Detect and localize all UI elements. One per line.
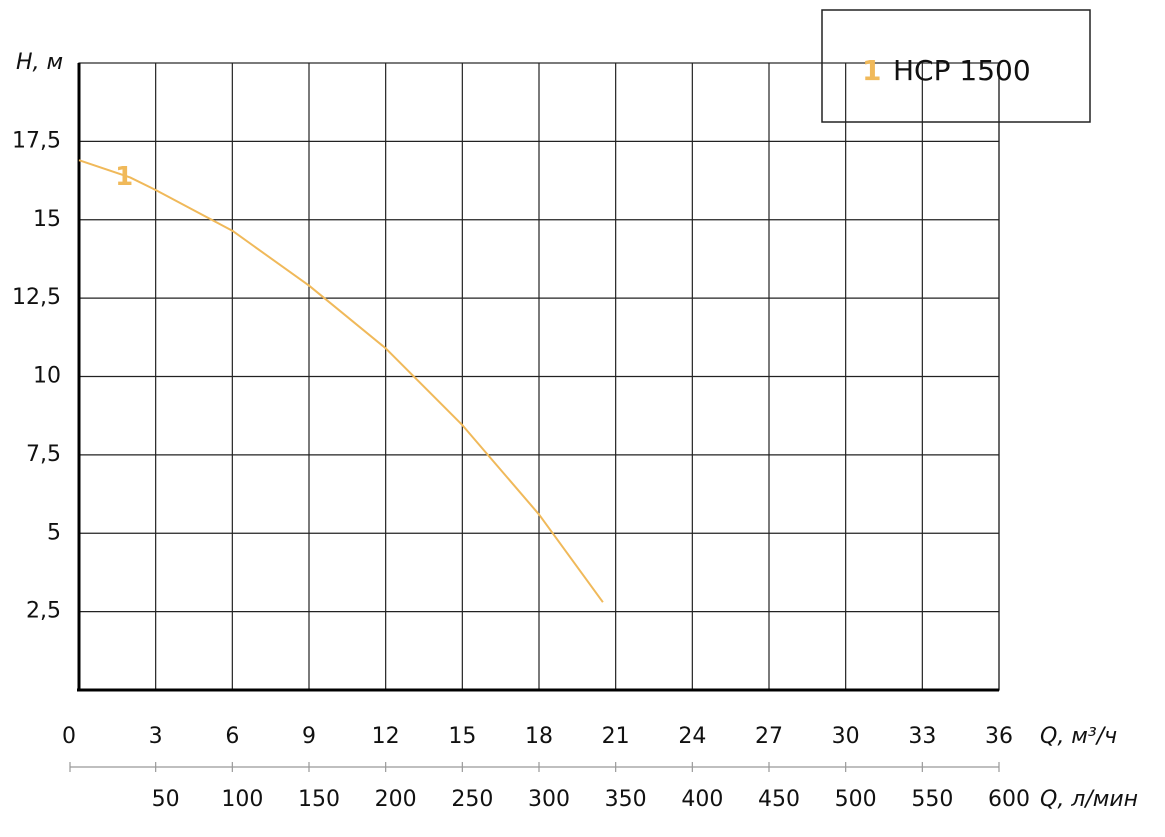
curve-label: 1 (115, 162, 133, 192)
x-tick-label: 21 (602, 724, 630, 749)
legend-marker: 1 (862, 54, 881, 87)
y-tick-label: 15 (33, 207, 61, 232)
x-tick-label: 6 (225, 724, 239, 749)
x2-tick-label: 450 (758, 787, 800, 812)
x2-tick-label: 500 (835, 787, 877, 812)
x2-tick-label: 300 (528, 787, 570, 812)
x-tick-label: 27 (755, 724, 783, 749)
x-tick-label: 9 (302, 724, 316, 749)
y-tick-label: 7,5 (26, 442, 61, 467)
x2-tick-label: 200 (375, 787, 417, 812)
x2-tick-label: 350 (605, 787, 647, 812)
y-tick-label: 17,5 (12, 128, 61, 153)
x2-tick-label: 600 (988, 787, 1030, 812)
x2-tick-label: 550 (911, 787, 953, 812)
x2-tick-label: 250 (451, 787, 493, 812)
y-tick-label: 10 (33, 364, 61, 389)
y-tick-label: 2,5 (26, 599, 61, 624)
x-tick-label: 18 (525, 724, 553, 749)
x-tick-label: 0 (62, 724, 76, 749)
x-tick-label: 12 (372, 724, 400, 749)
series-line (78, 159, 604, 603)
x2-axis-label: Q, л/мин (1040, 787, 1138, 812)
x2-tick-label: 100 (221, 787, 263, 812)
x-tick-label: 36 (985, 724, 1013, 749)
x2-tick-label: 400 (681, 787, 723, 812)
legend-box (821, 9, 1091, 123)
x2-tick-label: 50 (152, 787, 180, 812)
y-axis-label: H, м (16, 50, 63, 75)
x2-tick-label: 150 (298, 787, 340, 812)
x-tick-label: 33 (908, 724, 936, 749)
legend-label: HCP 1500 (893, 54, 1031, 87)
x-tick-label: 3 (149, 724, 163, 749)
x-axis-label: Q, м³/ч (1040, 724, 1117, 749)
x-tick-label: 15 (448, 724, 476, 749)
y-tick-label: 5 (47, 520, 61, 545)
y-tick-label: 12,5 (12, 285, 61, 310)
x-tick-label: 30 (832, 724, 860, 749)
x-tick-label: 24 (678, 724, 706, 749)
